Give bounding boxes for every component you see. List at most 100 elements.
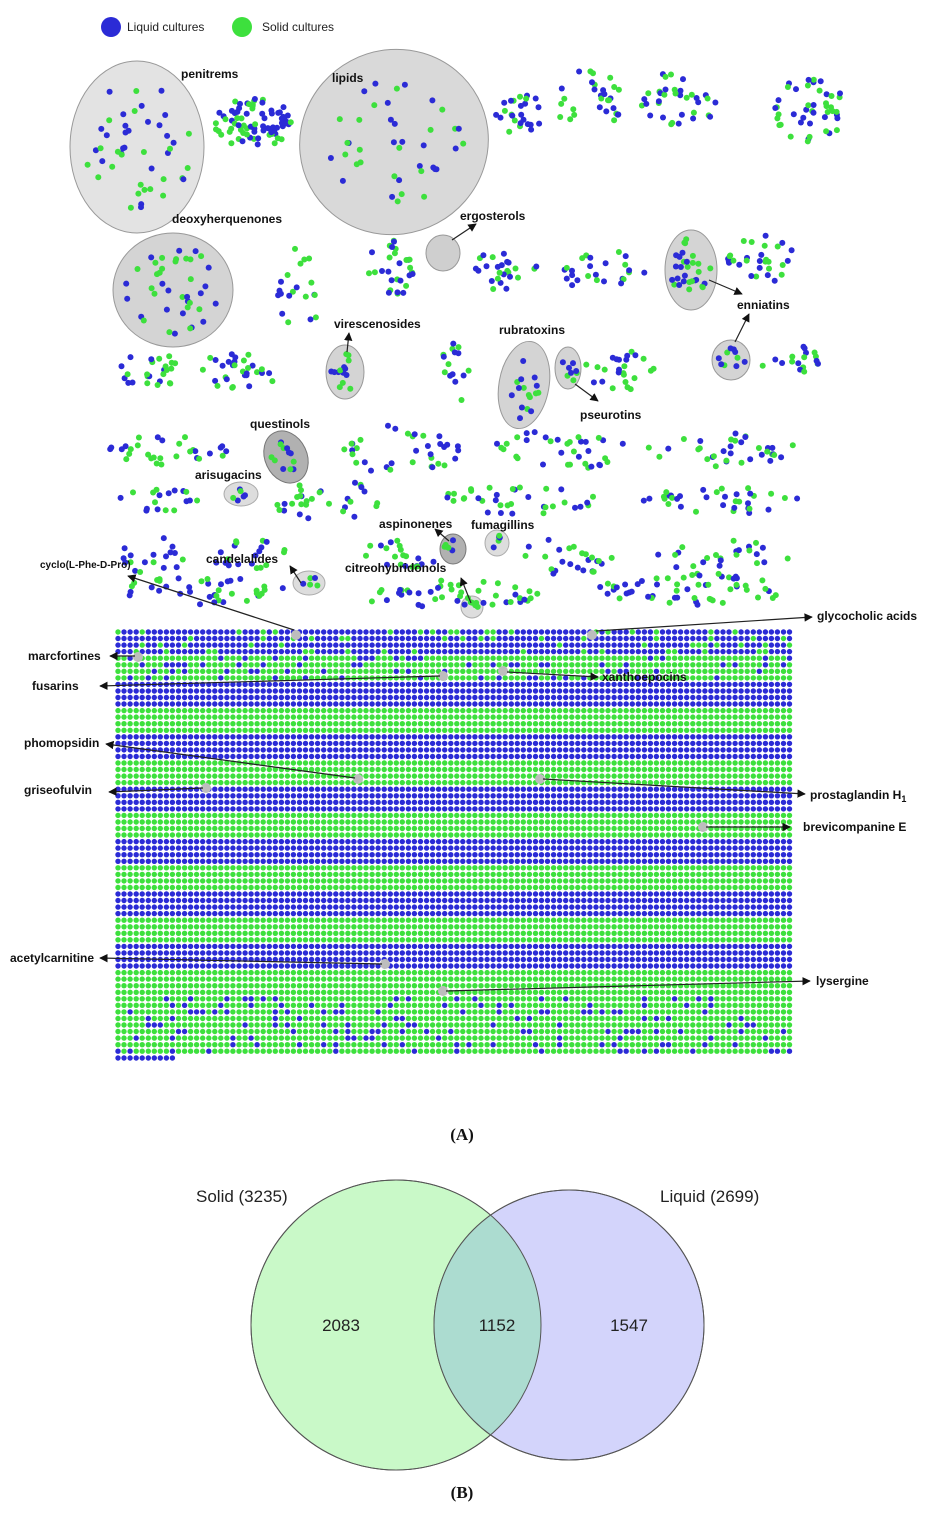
- singleton-node: [641, 799, 648, 805]
- singleton-node: [472, 819, 478, 825]
- singleton-node: [647, 642, 654, 648]
- network-node: [106, 88, 113, 95]
- singleton-node: [321, 648, 327, 655]
- singleton-node: [387, 779, 393, 786]
- singleton-node: [224, 635, 230, 642]
- network-node: [759, 544, 766, 551]
- singleton-node: [738, 635, 744, 642]
- singleton-node: [302, 753, 309, 760]
- network-node: [492, 497, 499, 504]
- singleton-node: [569, 793, 575, 799]
- singleton-node: [193, 675, 200, 681]
- singleton-node: [677, 779, 684, 786]
- singleton-node: [272, 688, 278, 694]
- network-node: [279, 585, 286, 592]
- singleton-node: [472, 766, 478, 773]
- singleton-node: [696, 688, 702, 694]
- singleton-node: [484, 642, 490, 648]
- singleton-node: [690, 707, 696, 714]
- singleton-node: [714, 734, 720, 740]
- singleton-node: [417, 662, 424, 668]
- singleton-node: [599, 727, 605, 733]
- singleton-node: [187, 825, 194, 832]
- singleton-node: [774, 734, 781, 740]
- singleton-node: [333, 714, 339, 720]
- singleton-node: [327, 714, 333, 720]
- singleton-node: [405, 825, 412, 832]
- singleton-node: [629, 688, 635, 694]
- network-node: [813, 357, 820, 364]
- singleton-node: [145, 793, 151, 799]
- singleton-node: [617, 727, 623, 733]
- network-node: [747, 456, 754, 463]
- singleton-node: [623, 747, 629, 753]
- network-node: [353, 161, 360, 168]
- singleton-node: [187, 747, 194, 753]
- singleton-node: [254, 753, 260, 760]
- singleton-node: [647, 753, 654, 760]
- singleton-node: [351, 675, 357, 681]
- singleton-node: [169, 832, 176, 838]
- singleton-node: [478, 721, 484, 727]
- singleton-node: [484, 740, 490, 747]
- singleton-node: [708, 642, 714, 648]
- singleton-node: [393, 648, 399, 655]
- singleton-node: [278, 714, 285, 720]
- singleton-node: [587, 832, 593, 838]
- singleton-node: [163, 629, 170, 635]
- singleton-node: [544, 662, 551, 668]
- singleton-node: [641, 825, 648, 832]
- network-node: [282, 120, 289, 127]
- singleton-node: [750, 747, 756, 753]
- network-node: [557, 114, 564, 120]
- singleton-node: [514, 819, 520, 825]
- singleton-node: [327, 681, 333, 688]
- singleton-node: [375, 812, 381, 819]
- deoxyherquenones-highlight: [112, 232, 234, 348]
- singleton-node: [526, 773, 533, 779]
- singleton-node: [115, 740, 121, 747]
- network-node: [127, 559, 134, 566]
- singleton-node: [200, 655, 206, 661]
- singleton-node: [399, 721, 405, 727]
- singleton-node: [302, 786, 309, 792]
- network-node: [507, 599, 514, 605]
- network-node: [339, 177, 346, 184]
- singleton-node: [121, 773, 127, 779]
- singleton-node: [290, 832, 297, 838]
- singleton-node: [272, 845, 278, 851]
- singleton-node: [762, 793, 769, 799]
- singleton-node: [163, 793, 170, 799]
- singleton-node: [702, 655, 708, 661]
- singleton-node: [260, 825, 266, 832]
- singleton-node: [502, 753, 508, 760]
- singleton-node: [260, 648, 266, 655]
- singleton-node: [708, 668, 714, 674]
- singleton-node: [363, 766, 369, 773]
- singleton-node: [272, 675, 278, 681]
- singleton-node: [448, 721, 454, 727]
- singleton-node: [314, 812, 321, 819]
- network-node: [114, 148, 121, 155]
- singleton-node: [206, 668, 212, 674]
- singleton-node: [121, 642, 127, 648]
- singleton-node: [641, 701, 648, 707]
- singleton-node: [417, 642, 424, 648]
- singleton-node: [417, 707, 424, 714]
- singleton-node: [133, 629, 139, 635]
- singleton-node: [314, 701, 321, 707]
- network-node: [484, 509, 491, 516]
- singleton-node: [151, 688, 157, 694]
- singleton-node: [206, 714, 212, 720]
- singleton-node: [508, 812, 514, 819]
- singleton-node: [780, 655, 787, 661]
- singleton-node: [429, 727, 436, 733]
- singleton-node: [218, 694, 224, 701]
- singleton-node: [133, 734, 139, 740]
- singleton-node: [611, 662, 617, 668]
- singleton-node: [193, 832, 200, 838]
- singleton-node: [762, 773, 769, 779]
- singleton-node: [581, 635, 587, 642]
- singleton-node: [581, 714, 587, 720]
- singleton-node: [720, 793, 726, 799]
